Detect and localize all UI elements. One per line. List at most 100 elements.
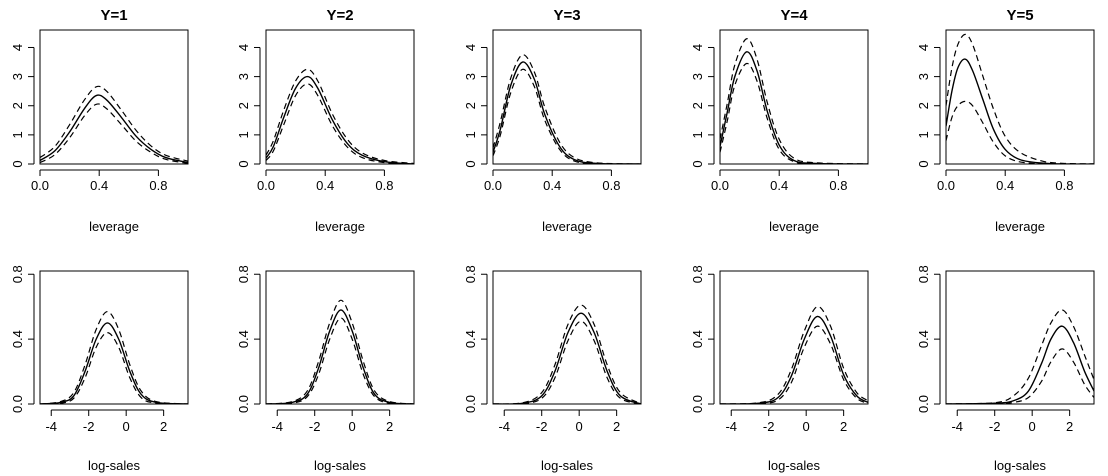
confidence-band-curve xyxy=(720,325,868,404)
panel-4: Y=4 0.0 0.4 0.8 0 1 2 3 4 leverage xyxy=(690,7,869,234)
y-tick-label: 1 xyxy=(690,131,705,138)
x-tick-label: 0 xyxy=(349,419,356,434)
x-tick-label: -2 xyxy=(309,419,321,434)
y-tick-label: 0.0 xyxy=(10,395,25,413)
plot-frame xyxy=(492,29,642,165)
panel-1: Y=1 0.0 0.4 0.8 0 1 2 3 4 leverage xyxy=(10,7,189,234)
x-tick-label: 0.0 xyxy=(257,178,275,193)
x-axis-label: leverage xyxy=(995,219,1045,234)
y-tick-label: 3 xyxy=(690,73,705,80)
confidence-band-curve xyxy=(40,85,188,162)
y-tick-label: 0.4 xyxy=(463,330,478,348)
density-curve xyxy=(266,75,414,164)
y-tick-label: 3 xyxy=(916,73,931,80)
density-curve xyxy=(946,325,1094,404)
panel-10: -4 -2 0 2 0.0 0.4 0.8 log-sales xyxy=(916,265,1095,473)
y-tick-label: 1 xyxy=(463,131,478,138)
y-tick-label: 0.8 xyxy=(463,265,478,283)
x-axis-label: log-sales xyxy=(541,458,594,473)
x-tick-label: 0.8 xyxy=(375,178,393,193)
x-tick-label: 0.4 xyxy=(90,178,108,193)
x-tick-label: 0 xyxy=(803,419,810,434)
confidence-band-curve xyxy=(493,68,641,164)
confidence-band-curve xyxy=(266,317,414,404)
panel-8: -4 -2 0 2 0.0 0.4 0.8 log-sales xyxy=(463,265,642,473)
confidence-band-curve xyxy=(720,62,868,164)
x-tick-label: -4 xyxy=(951,419,963,434)
x-tick-label: 0.8 xyxy=(149,178,167,193)
y-tick-label: 1 xyxy=(10,131,25,138)
y-tick-label: 4 xyxy=(463,44,478,51)
confidence-band-curve xyxy=(720,38,868,164)
plot-frame xyxy=(945,29,1095,165)
plot-frame xyxy=(719,270,869,405)
x-tick-label: 0.0 xyxy=(484,178,502,193)
panel-title: Y=1 xyxy=(100,7,127,24)
plot-frame xyxy=(265,270,415,405)
density-curve xyxy=(40,94,188,164)
y-tick-label: 4 xyxy=(10,44,25,51)
confidence-band-curve xyxy=(40,332,188,404)
panel-3: Y=3 0.0 0.4 0.8 0 1 2 3 4 leverage xyxy=(463,7,642,234)
y-tick-label: 4 xyxy=(236,44,251,51)
confidence-band-curve xyxy=(493,320,641,404)
x-tick-label: -2 xyxy=(763,419,775,434)
y-tick-label: 0.8 xyxy=(10,265,25,283)
x-axis-label: log-sales xyxy=(768,458,821,473)
panel-2: Y=2 0.0 0.4 0.8 0 1 2 3 4 leverage xyxy=(236,7,415,234)
y-tick-label: 2 xyxy=(463,102,478,109)
density-curve xyxy=(720,51,868,164)
x-tick-label: -2 xyxy=(536,419,548,434)
x-tick-label: 2 xyxy=(160,419,167,434)
density-curve xyxy=(946,58,1094,164)
plot-frame xyxy=(39,270,189,405)
x-tick-label: 0.4 xyxy=(770,178,788,193)
y-tick-label: 0.8 xyxy=(690,265,705,283)
x-tick-label: 0.8 xyxy=(602,178,620,193)
y-tick-label: 3 xyxy=(463,73,478,80)
x-tick-label: 0.8 xyxy=(1055,178,1073,193)
x-tick-label: -2 xyxy=(989,419,1001,434)
x-tick-label: 0 xyxy=(1029,419,1036,434)
y-tick-label: 0.4 xyxy=(236,330,251,348)
plot-frame xyxy=(39,29,189,165)
y-tick-label: 0 xyxy=(236,160,251,167)
panel-7: -4 -2 0 2 0.0 0.4 0.8 log-sales xyxy=(236,265,415,473)
x-tick-label: 0.0 xyxy=(937,178,955,193)
y-tick-label: 0.0 xyxy=(916,395,931,413)
panel-title: Y=2 xyxy=(326,7,353,24)
x-tick-label: -4 xyxy=(498,419,510,434)
y-tick-label: 1 xyxy=(236,131,251,138)
y-tick-label: 0 xyxy=(690,160,705,167)
x-tick-label: 0.4 xyxy=(996,178,1014,193)
panel-6: -4 -2 0 2 0.0 0.4 0.8 log-sales xyxy=(10,265,189,473)
y-tick-label: 0.0 xyxy=(690,395,705,413)
x-tick-label: 0.4 xyxy=(316,178,334,193)
confidence-band-curve xyxy=(40,103,188,164)
density-curve xyxy=(266,309,414,404)
y-tick-label: 0.8 xyxy=(916,265,931,283)
y-tick-label: 2 xyxy=(690,102,705,109)
y-tick-label: 2 xyxy=(10,102,25,109)
y-tick-label: 3 xyxy=(236,73,251,80)
x-tick-label: 0.4 xyxy=(543,178,561,193)
x-tick-label: -4 xyxy=(725,419,737,434)
x-tick-label: 2 xyxy=(1066,419,1073,434)
x-axis-label: log-sales xyxy=(314,458,367,473)
density-curve xyxy=(720,315,868,404)
y-tick-label: 4 xyxy=(690,44,705,51)
density-curve xyxy=(493,312,641,404)
panel-title: Y=4 xyxy=(780,7,808,24)
x-tick-label: -4 xyxy=(271,419,283,434)
density-curve xyxy=(493,61,641,164)
plot-frame xyxy=(492,270,642,405)
confidence-band-curve xyxy=(946,348,1094,404)
y-tick-label: 1 xyxy=(916,131,931,138)
confidence-band-curve xyxy=(493,54,641,164)
density-curve xyxy=(40,322,188,404)
confidence-band-curve xyxy=(266,68,414,164)
panel-title: Y=3 xyxy=(553,7,580,24)
y-tick-label: 0.4 xyxy=(690,330,705,348)
x-tick-label: 0.0 xyxy=(711,178,729,193)
